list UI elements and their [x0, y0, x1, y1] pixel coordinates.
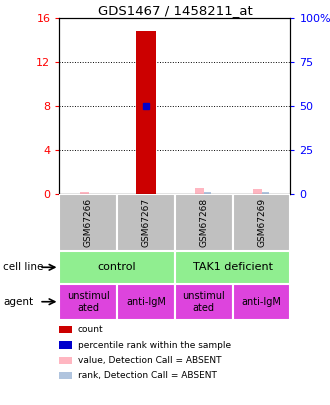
Bar — [117, 194, 175, 251]
Bar — [253, 189, 262, 194]
Bar — [136, 32, 156, 194]
Text: percentile rank within the sample: percentile rank within the sample — [78, 341, 231, 350]
Text: agent: agent — [3, 297, 33, 307]
Text: anti-IgM: anti-IgM — [242, 297, 281, 307]
Bar — [262, 192, 269, 194]
Text: control: control — [98, 262, 137, 272]
Text: cell line: cell line — [3, 262, 44, 272]
Text: GSM67268: GSM67268 — [199, 198, 208, 247]
Bar — [233, 284, 290, 320]
Text: GSM67267: GSM67267 — [142, 198, 150, 247]
Title: GDS1467 / 1458211_at: GDS1467 / 1458211_at — [98, 4, 252, 17]
Text: unstimul
ated: unstimul ated — [182, 291, 225, 313]
Text: anti-IgM: anti-IgM — [126, 297, 166, 307]
Text: TAK1 deficient: TAK1 deficient — [193, 262, 273, 272]
Bar — [59, 284, 117, 320]
Bar — [204, 192, 211, 194]
Text: count: count — [78, 325, 103, 334]
Bar — [175, 194, 233, 251]
Text: unstimul
ated: unstimul ated — [67, 291, 110, 313]
Bar — [59, 194, 117, 251]
Text: GSM67269: GSM67269 — [257, 198, 266, 247]
Text: GSM67266: GSM67266 — [84, 198, 93, 247]
Text: value, Detection Call = ABSENT: value, Detection Call = ABSENT — [78, 356, 221, 365]
Bar — [175, 251, 290, 284]
Bar — [80, 192, 89, 194]
Bar — [59, 251, 175, 284]
Bar — [195, 188, 204, 194]
Bar — [117, 284, 175, 320]
Bar — [175, 284, 233, 320]
Bar — [233, 194, 290, 251]
Text: rank, Detection Call = ABSENT: rank, Detection Call = ABSENT — [78, 371, 216, 380]
